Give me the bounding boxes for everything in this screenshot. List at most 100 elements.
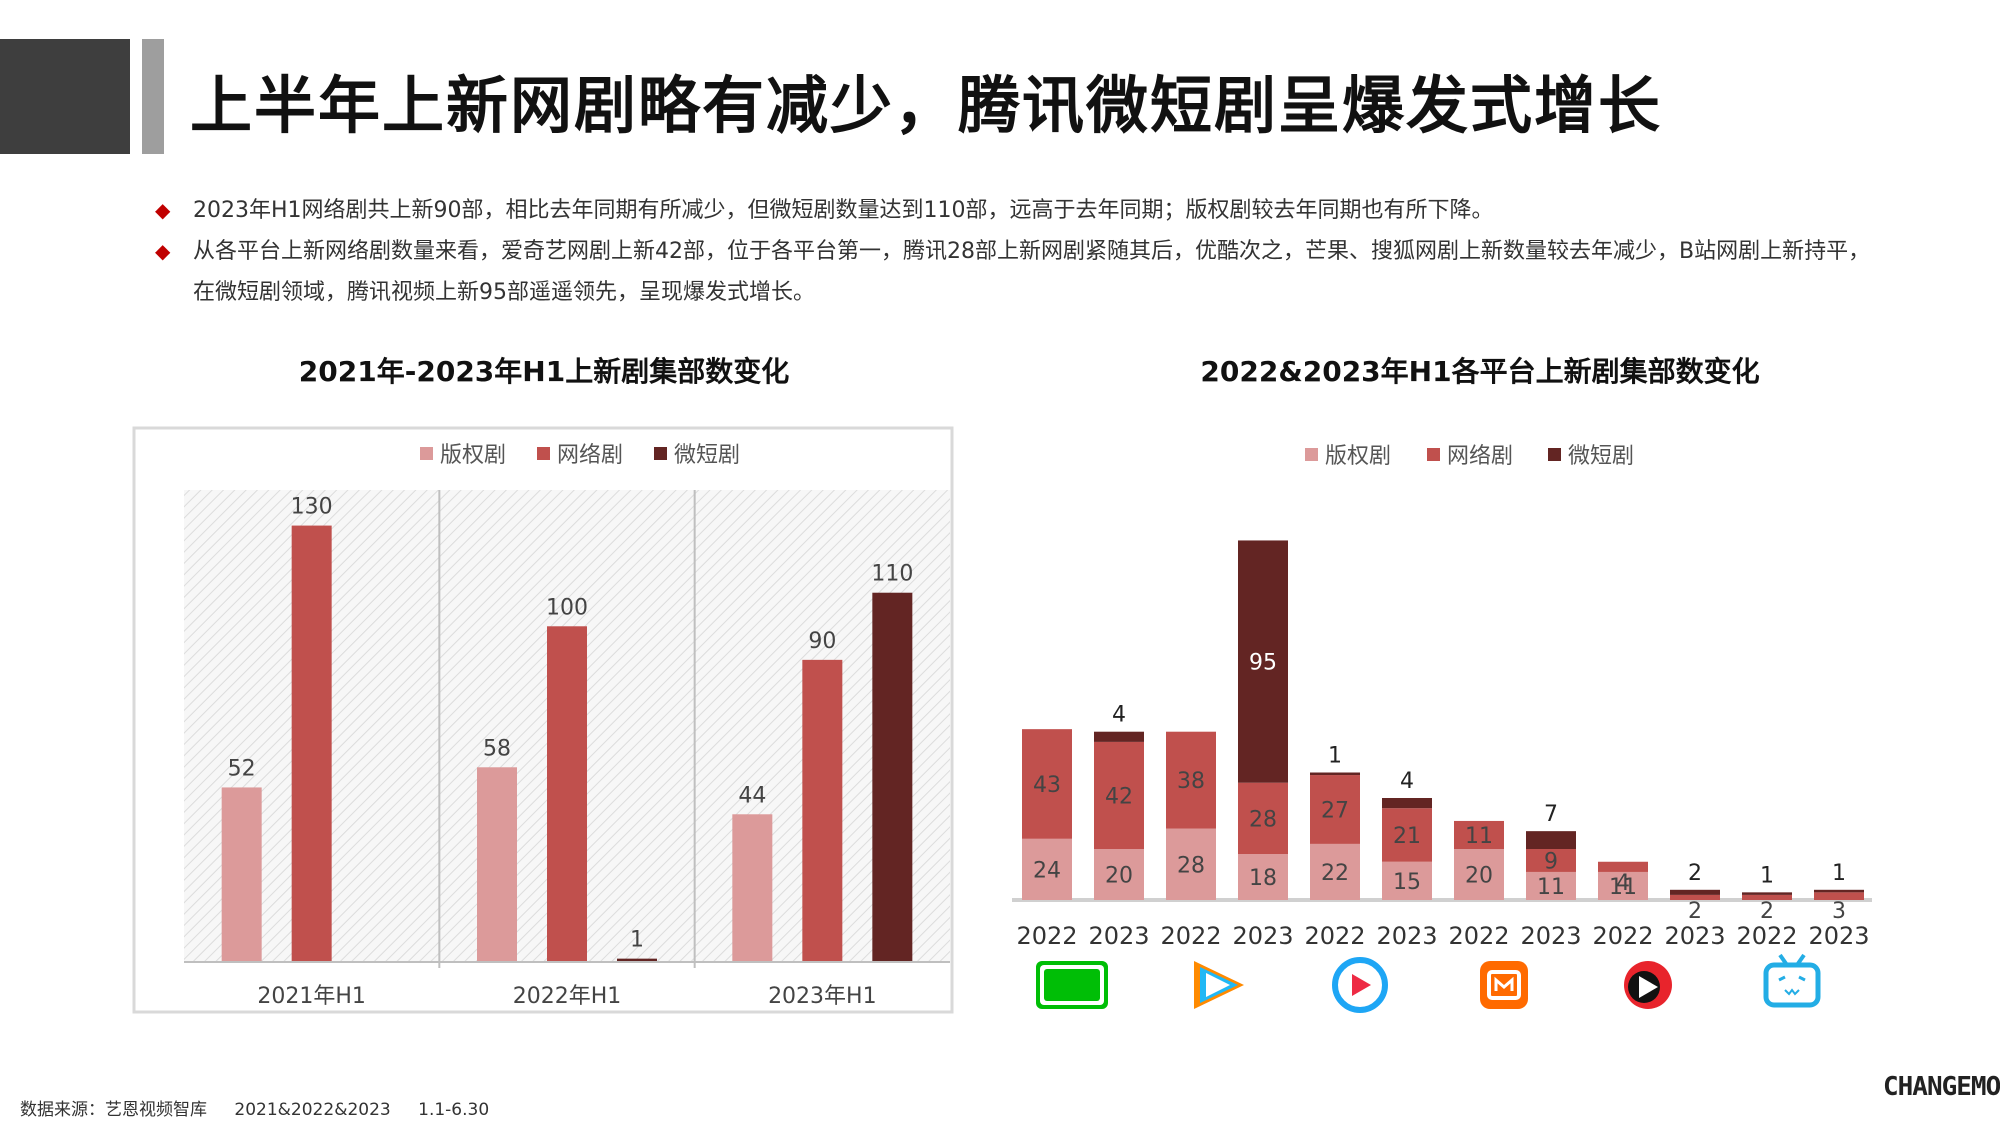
chart2-bar-segment <box>1382 861 1432 900</box>
chart2-data-label: 4 <box>1616 871 1630 896</box>
bullet-item: ◆ 2023年H1网络剧共上新90部，相比去年同期有所减少，但微短剧数量达到11… <box>155 190 1875 231</box>
diamond-bullet-icon: ◆ <box>155 239 171 263</box>
chart2-bar-segment <box>1670 894 1720 900</box>
chart2-year-label: 2023 <box>1520 922 1581 950</box>
chart2-data-label: 38 <box>1177 769 1205 794</box>
iqiyi-icon <box>1036 961 1108 1009</box>
chart1-legend-swatch <box>420 447 433 460</box>
chart2-data-label: 15 <box>1393 870 1421 895</box>
bilibili-eye-right <box>1798 975 1806 982</box>
bilibili-eye-left <box>1778 975 1786 982</box>
chart1-title: 2021年-2023年H1上新剧集部数变化 <box>298 355 790 388</box>
chart2-data-label: 11 <box>1609 875 1637 900</box>
chart2-bar-segment <box>1022 838 1072 900</box>
chart1-legend-label: 版权剧 <box>440 443 506 468</box>
chart2-bar-segment <box>1094 849 1144 900</box>
mango-tv-icon <box>1480 961 1528 1009</box>
chart1-bar <box>547 626 587 962</box>
chart2-bar-segment <box>1382 798 1432 809</box>
chart2-bar-segment <box>1310 775 1360 844</box>
chart1-data-label: 58 <box>483 736 511 761</box>
chart1-category-label: 2022年H1 <box>513 984 622 1009</box>
chart1-legend-label: 网络剧 <box>557 443 623 468</box>
chart2-year-label: 2022 <box>1160 922 1221 950</box>
chart2-legend-label: 网络剧 <box>1447 444 1513 469</box>
chart2-bar-segment <box>1814 889 1864 893</box>
chart1-data-label: 1 <box>630 928 644 953</box>
chart1-bar <box>291 525 332 962</box>
chart2-legend-label: 微短剧 <box>1568 444 1634 469</box>
sohu-video-icon <box>1624 961 1672 1009</box>
chart2-year-label: 2023 <box>1088 922 1149 950</box>
chart2-bar-segment <box>1742 892 1792 895</box>
chart2-legend-swatch <box>1305 448 1318 461</box>
chart1-bar <box>802 659 843 962</box>
chart2-bar-segment <box>1238 854 1288 900</box>
chart2-year-label: 2022 <box>1304 922 1365 950</box>
chart1-category-label: 2023年H1 <box>768 984 877 1009</box>
chart1-bar <box>732 814 773 962</box>
iqiyi-icon-core <box>1044 969 1100 1001</box>
bullet-text: 从各平台上新网络剧数量来看，爱奇艺网剧上新42部，位于各平台第一，腾讯28部上新… <box>193 239 1871 305</box>
chart2-title: 2022&2023年H1各平台上新剧集部数变化 <box>1200 355 1760 388</box>
chart2-data-label: 2 <box>1688 899 1702 924</box>
chart2-group: 版权剧 网络剧 微短剧2443202220424202328382022182895… <box>1012 444 1872 950</box>
chart1-bar <box>872 592 913 962</box>
chart2-data-label: 42 <box>1105 784 1133 809</box>
chart2-bar-segment <box>1094 731 1144 742</box>
chart2-year-label: 2022 <box>1448 922 1509 950</box>
chart2-bar-segment <box>1454 849 1504 900</box>
chart2-data-label: 95 <box>1249 651 1277 676</box>
chart2-legend-swatch <box>1548 448 1561 461</box>
chart1-bar <box>617 958 657 962</box>
chart1-bar <box>477 767 517 962</box>
chart2-data-label: 20 <box>1105 864 1133 889</box>
chart2-data-label: 24 <box>1033 858 1061 883</box>
chart2-year-label: 2023 <box>1808 922 1869 950</box>
chart1-bar <box>221 787 262 962</box>
chart2-data-label: 11 <box>1465 824 1493 849</box>
chart2-bar-segment <box>1310 772 1360 776</box>
chart1-data-label: 130 <box>291 495 333 520</box>
chart2-bar-segment <box>1670 889 1720 895</box>
chart2-data-label: 1 <box>1328 744 1342 769</box>
chart2-bar-segment <box>1166 731 1216 829</box>
chart1-category-label: 2021年H1 <box>257 984 366 1009</box>
platform-icons-group <box>1036 953 1821 1013</box>
chart2-year-label: 2022 <box>1592 922 1653 950</box>
page-title: 上半年上新网剧略有减少，腾讯微短剧呈爆发式增长 <box>190 69 1663 142</box>
sohu-play <box>1639 976 1658 998</box>
chart2-data-label: 21 <box>1393 824 1421 849</box>
chart2-data-label: 43 <box>1033 773 1061 798</box>
chart1-data-label: 44 <box>738 783 766 808</box>
chart2-data-label: 2 <box>1760 899 1774 924</box>
source-years: 2021&2022&2023 <box>234 1100 391 1120</box>
chart2-data-label: 27 <box>1321 798 1349 823</box>
mango-screen <box>1487 970 1521 1000</box>
chart2-data-label: 7 <box>1544 802 1558 827</box>
tencent-play-front <box>1206 973 1230 997</box>
chart2-bar-segment <box>1526 831 1576 849</box>
chart2-bar-segment <box>1022 729 1072 839</box>
youku-ring <box>1332 957 1388 1013</box>
bullet-text: 2023年H1网络剧共上新90部，相比去年同期有所减少，但微短剧数量达到110部… <box>193 198 1494 223</box>
chart2-bar-segment <box>1238 782 1288 855</box>
chart1-data-label: 100 <box>546 595 588 620</box>
chart2-data-label: 4 <box>1400 769 1414 794</box>
chart2-year-label: 2023 <box>1232 922 1293 950</box>
header-accent-bar <box>142 39 164 154</box>
chart2-data-label: 3 <box>1832 899 1846 924</box>
chart2-bar-segment <box>1310 843 1360 900</box>
source-label: 数据来源：艺恩视频智库 <box>20 1100 207 1120</box>
chart1-data-label: 110 <box>871 562 913 587</box>
chart2-bar-segment <box>1094 741 1144 849</box>
chart1-legend-label: 微短剧 <box>674 443 740 468</box>
source-period: 1.1-6.30 <box>418 1100 490 1120</box>
chart2-data-label: 2 <box>1688 861 1702 886</box>
chart2-year-label: 2022 <box>1736 922 1797 950</box>
bilibili-mouth <box>1784 988 1800 996</box>
chart2-bar-segment <box>1742 894 1792 900</box>
chart2-bar-segment <box>1526 849 1576 872</box>
chart2-data-label: 4 <box>1112 703 1126 728</box>
